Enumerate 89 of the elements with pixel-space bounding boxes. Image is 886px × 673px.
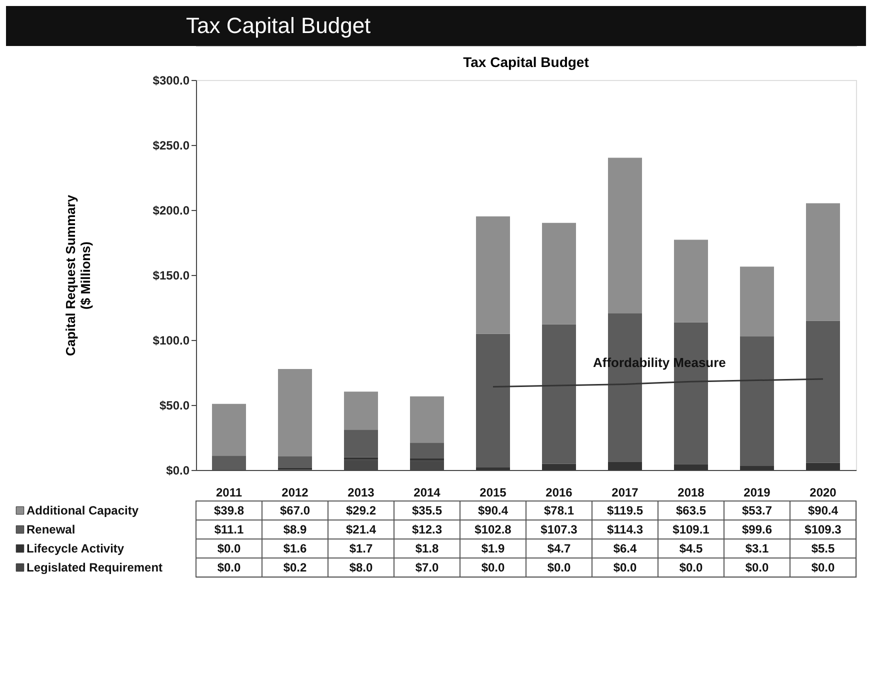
- bar: [212, 404, 246, 456]
- data-label: $67.0: [280, 504, 310, 518]
- x-tick-label: 2011: [216, 486, 242, 500]
- bar: [542, 222, 576, 324]
- legend-label: Legislated Requirement: [26, 560, 163, 574]
- bar: [806, 203, 840, 321]
- data-label: $90.4: [808, 504, 838, 518]
- data-label: $8.9: [283, 522, 307, 536]
- bar: [344, 457, 378, 460]
- data-label: $12.3: [412, 522, 442, 536]
- data-label: $29.2: [346, 504, 376, 518]
- bar: [740, 466, 774, 470]
- data-label: $119.5: [606, 504, 644, 518]
- bar: [674, 240, 708, 322]
- data-label: $1.7: [349, 542, 373, 556]
- bar: [740, 336, 774, 466]
- data-label: $109.1: [672, 522, 710, 536]
- data-label: $7.0: [415, 560, 439, 574]
- data-label: $5.5: [811, 542, 835, 556]
- data-label: $11.1: [214, 522, 244, 536]
- data-label: $3.1: [745, 542, 769, 556]
- bar: [542, 464, 576, 470]
- x-tick-label: 2013: [348, 486, 375, 500]
- y-tick-label: $0.0: [166, 464, 190, 478]
- data-label: $1.9: [481, 542, 505, 556]
- bar: [806, 462, 840, 470]
- bar: [344, 392, 378, 430]
- bar: [608, 462, 642, 470]
- data-label: $107.3: [540, 522, 578, 536]
- data-label: $78.1: [544, 504, 574, 518]
- bar: [476, 334, 510, 468]
- y-tick-label: $200.0: [152, 204, 190, 218]
- chart-subtitle: Tax Capital Budget: [463, 54, 590, 70]
- data-label: $0.0: [679, 560, 703, 574]
- x-tick-label: 2012: [282, 486, 309, 500]
- data-label: $0.0: [481, 560, 505, 574]
- bar: [542, 324, 576, 464]
- line-series: [492, 378, 824, 388]
- data-label: $21.4: [346, 522, 376, 536]
- data-label: $8.0: [349, 560, 373, 574]
- x-tick-label: 2018: [678, 486, 705, 500]
- bar: [212, 456, 246, 470]
- bar: [410, 396, 444, 443]
- x-tick-label: 2014: [414, 486, 441, 500]
- data-label: $0.0: [547, 560, 571, 574]
- data-label: $4.7: [547, 542, 571, 556]
- data-label: $4.5: [679, 542, 703, 556]
- data-label: $0.0: [217, 560, 241, 574]
- data-label: $39.8: [214, 504, 244, 518]
- data-label: $6.4: [613, 542, 637, 556]
- bar: [608, 158, 642, 314]
- x-tick-label: 2015: [480, 486, 507, 500]
- bar: [476, 216, 510, 334]
- data-label: $63.5: [676, 504, 706, 518]
- data-label: $0.0: [811, 560, 835, 574]
- bar: [344, 430, 378, 458]
- data-label: $114.3: [606, 522, 644, 536]
- data-label: $35.5: [412, 504, 442, 518]
- y-axis-title: Capital Request Summary ($ Millions): [62, 194, 93, 356]
- legend-label: Renewal: [26, 522, 76, 536]
- y-tick-label: $150.0: [152, 268, 190, 282]
- y-tick-label: $250.0: [152, 138, 190, 152]
- legend-label: Lifecycle Activity: [26, 542, 124, 556]
- legend-label: Additional Capacity: [26, 504, 139, 518]
- data-label: $99.6: [742, 522, 772, 536]
- bar: [278, 368, 312, 456]
- bar: [740, 266, 774, 336]
- data-label: $0.0: [745, 560, 769, 574]
- data-label: $53.7: [742, 504, 772, 518]
- y-tick-label: $50.0: [159, 398, 190, 412]
- y-tick-label: $300.0: [152, 74, 190, 88]
- data-label: $109.3: [804, 522, 842, 536]
- y-tick-label: $100.0: [152, 334, 190, 348]
- data-label: $0.2: [283, 560, 307, 574]
- bar: [278, 456, 312, 468]
- chart-title: Tax Capital Budget: [186, 13, 371, 38]
- bar: [674, 464, 708, 470]
- data-label: $1.6: [283, 542, 307, 556]
- data-label: $0.0: [217, 542, 241, 556]
- x-tick-label: 2019: [744, 486, 771, 500]
- data-label: $102.8: [474, 522, 512, 536]
- data-label: $0.0: [613, 560, 637, 574]
- bar: [806, 320, 840, 463]
- x-tick-label: 2020: [810, 486, 837, 500]
- x-tick-label: 2016: [546, 486, 573, 500]
- x-tick-label: 2017: [612, 486, 639, 500]
- data-label: $90.4: [478, 504, 508, 518]
- data-label: $1.8: [415, 542, 439, 556]
- bar: [410, 442, 444, 459]
